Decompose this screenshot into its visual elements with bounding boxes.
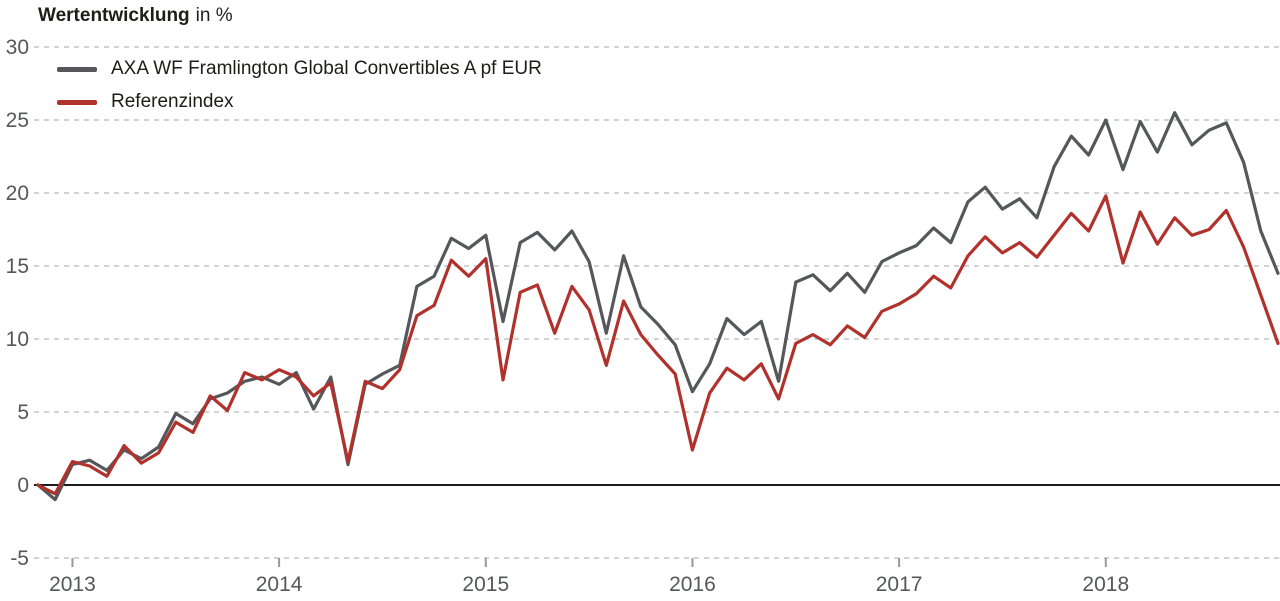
y-axis-label: 0 [17, 474, 29, 497]
x-axis-label: 2017 [876, 573, 923, 596]
chart-title: Wertentwicklung in % [38, 5, 233, 27]
y-axis-label: 30 [6, 36, 29, 59]
chart-legend: AXA WF Framlington Global Convertibles A… [57, 58, 542, 124]
fund-line-swatch [57, 66, 97, 72]
y-axis-label: 25 [6, 109, 29, 132]
x-axis-label: 2014 [256, 573, 303, 596]
benchmark-line [36, 194, 1280, 496]
legend-label-fund: AXA WF Framlington Global Convertibles A… [111, 58, 542, 79]
x-axis-label: 2018 [1082, 573, 1129, 596]
y-axis-label: 15 [6, 255, 29, 278]
benchmark-line-swatch [57, 99, 97, 105]
legend-label-benchmark: Referenzindex [111, 91, 234, 112]
y-axis-label: 20 [6, 182, 29, 205]
x-axis-label: 2015 [462, 573, 509, 596]
y-axis-label: -5 [10, 547, 29, 570]
y-axis-label: 5 [17, 401, 29, 424]
chart-title-suffix: in % [195, 5, 233, 26]
fund-line [36, 111, 1280, 502]
chart-title-main: Wertentwicklung [38, 5, 190, 26]
y-axis-label: 10 [6, 328, 29, 351]
legend-item-benchmark: Referenzindex [57, 91, 542, 113]
x-axis-label: 2016 [669, 573, 716, 596]
legend-item-fund: AXA WF Framlington Global Convertibles A… [57, 58, 542, 80]
x-axis-label: 2013 [49, 573, 96, 596]
